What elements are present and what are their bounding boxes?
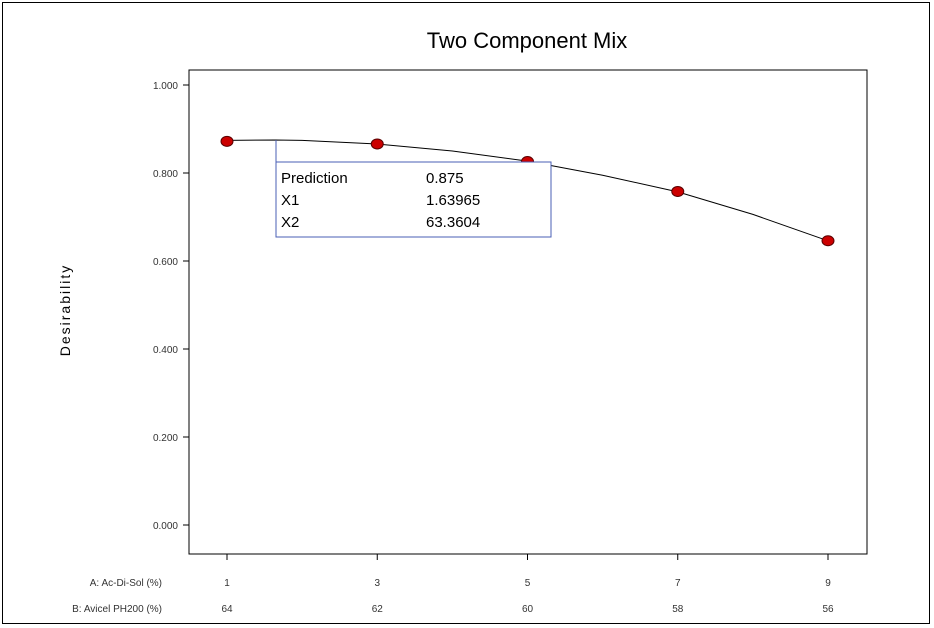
tooltip-label-x2: X2 [281, 214, 299, 231]
data-points [220, 135, 835, 247]
x-tick-label: 3 [374, 578, 380, 589]
y-tick-label: 0.200 [153, 433, 178, 444]
y-tick-label: 1.000 [153, 81, 178, 92]
plot-area [188, 69, 868, 555]
x-tick-label: 56 [822, 604, 834, 615]
x-tick-label: 58 [672, 604, 684, 615]
x-axis: A: Ac-Di-Sol (%) 1 3 5 7 9 B: Avicel PH200 (%)… [72, 554, 834, 615]
tooltip-label-x1: X1 [281, 192, 299, 209]
y-tick-label: 0.400 [153, 345, 178, 356]
data-point[interactable] [671, 185, 685, 197]
x-axis-label-a: A: Ac-Di-Sol (%) [90, 578, 162, 589]
tooltip-box [275, 161, 552, 238]
x-tick-label: 7 [675, 578, 681, 589]
chart-title: Two Component Mix [427, 28, 628, 53]
x-tick-label: 1 [224, 578, 230, 589]
y-tick-label: 0.600 [153, 257, 178, 268]
tooltip-value-x1: 1.63965 [426, 192, 480, 209]
fit-curve [226, 139, 829, 242]
y-axis-title: Desirability [57, 264, 73, 356]
x-tick-label: 62 [372, 604, 384, 615]
x-tick-label: 9 [825, 578, 831, 589]
x-tick-label: 60 [522, 604, 534, 615]
x-axis-label-b: B: Avicel PH200 (%) [72, 604, 162, 615]
data-point[interactable] [370, 138, 384, 150]
tooltip-value-prediction: 0.875 [426, 170, 464, 187]
x-tick-label: 64 [221, 604, 233, 615]
tooltip-value-x2: 63.3604 [426, 214, 480, 231]
tooltip-label-prediction: Prediction [281, 170, 348, 187]
data-point[interactable] [821, 235, 835, 247]
x-tick-label: 5 [525, 578, 531, 589]
y-tick-label: 0.000 [153, 521, 178, 532]
prediction-tooltip: Prediction 0.875 X1 1.63965 X2 63.3604 [275, 140, 552, 238]
data-point[interactable] [220, 135, 234, 147]
y-axis: 0.000 0.200 0.400 0.600 0.800 1.000 [153, 81, 189, 532]
y-tick-label: 0.800 [153, 169, 178, 180]
